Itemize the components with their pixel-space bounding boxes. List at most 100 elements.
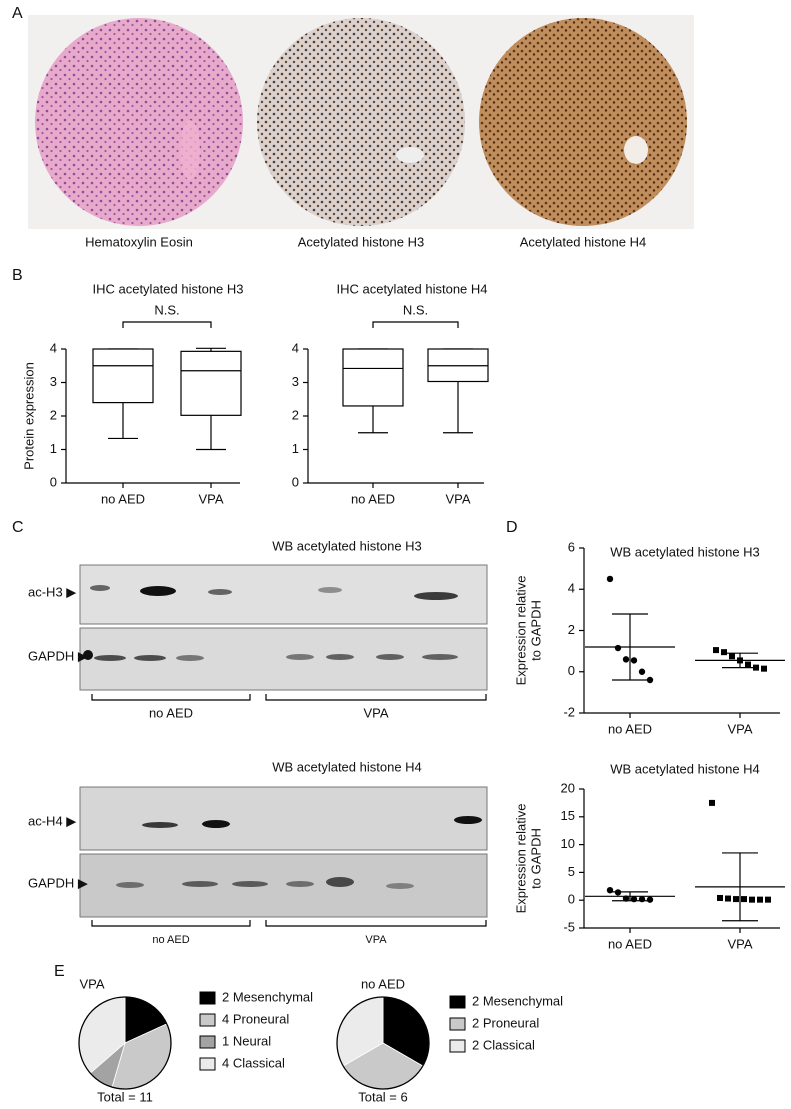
y-axis-label: Protein expression <box>21 362 36 470</box>
blots <box>79 564 488 918</box>
band <box>202 820 230 828</box>
chart-title: WB acetylated histone H4 <box>610 761 760 776</box>
vessel <box>180 120 200 180</box>
point <box>765 896 771 903</box>
legend-label: 4 Proneural <box>222 1011 289 1026</box>
y-tick-label: 0 <box>568 892 575 907</box>
y-tick-label: 2 <box>292 407 299 422</box>
point <box>713 647 719 654</box>
legend-label: 2 Mesenchymal <box>222 989 313 1004</box>
panel-letter: E <box>54 963 65 980</box>
panel-letter: D <box>506 519 518 536</box>
significance-label: N.S. <box>154 302 179 317</box>
y-tick-label: -2 <box>563 704 575 719</box>
point <box>733 896 739 903</box>
blot-row-label: GAPDH ▶ <box>28 875 88 890</box>
band <box>318 587 342 593</box>
x-tick-label: no AED <box>101 491 145 506</box>
point <box>614 644 622 652</box>
band <box>414 592 458 600</box>
legend-swatch <box>449 1017 466 1031</box>
legend-swatch <box>199 1013 216 1027</box>
point <box>622 656 630 663</box>
y-tick-label: 2 <box>568 622 575 637</box>
point <box>721 649 727 656</box>
point <box>745 661 751 668</box>
point <box>646 676 654 684</box>
blot-row-label: ac-H3 ▶ <box>28 584 76 599</box>
y-tick-label: -5 <box>563 919 575 934</box>
legend-swatch <box>199 1035 216 1049</box>
band <box>286 881 314 887</box>
legend-swatch <box>199 991 216 1005</box>
x-tick-label: no AED <box>608 936 652 951</box>
box <box>180 350 242 416</box>
chart-title: IHC acetylated histone H3 <box>92 281 243 296</box>
box <box>92 348 154 404</box>
legend-label: 2 Classical <box>472 1037 535 1052</box>
panel-letter: A <box>12 5 23 22</box>
band <box>232 881 268 887</box>
x-tick-label: VPA <box>198 491 223 506</box>
point <box>757 896 763 903</box>
legend-swatch <box>199 1057 216 1071</box>
band <box>454 816 482 824</box>
pie-outline <box>336 996 430 1090</box>
histology-he <box>35 18 243 226</box>
blot-title: WB acetylated histone H4 <box>272 759 422 774</box>
y-tick-label: 4 <box>50 340 57 355</box>
band <box>286 654 314 660</box>
point <box>638 668 646 675</box>
point <box>606 886 614 894</box>
y-tick-label: 2 <box>50 407 57 422</box>
band <box>208 589 232 595</box>
legend-swatch <box>449 1039 466 1053</box>
blot-title: WB acetylated histone H3 <box>272 538 422 553</box>
group-bracket <box>265 920 487 927</box>
y-tick-label: 3 <box>292 374 299 389</box>
chart-title: WB acetylated histone H3 <box>610 544 760 559</box>
significance-bracket <box>122 321 212 328</box>
histology-h4 <box>479 18 687 226</box>
x-tick-label: VPA <box>445 491 470 506</box>
y-tick-label: 4 <box>568 581 575 596</box>
group-label: VPA <box>365 934 387 946</box>
band <box>182 881 218 887</box>
band <box>326 654 354 660</box>
band <box>376 654 404 660</box>
y-tick-label: 6 <box>568 539 575 554</box>
group-bracket <box>265 694 487 701</box>
band <box>90 585 110 591</box>
group-label: no AED <box>152 934 189 946</box>
y-tick-label: 1 <box>292 441 299 456</box>
band <box>83 650 93 660</box>
point <box>622 895 630 902</box>
image-caption: Acetylated histone H4 <box>520 234 646 249</box>
band <box>422 654 458 660</box>
y-tick-label: 4 <box>292 340 299 355</box>
band <box>140 586 176 596</box>
band <box>326 877 354 887</box>
y-tick-label: 0 <box>50 474 57 489</box>
image-caption: Hematoxylin Eosin <box>85 234 193 249</box>
band <box>116 882 144 888</box>
y-tick-label: 3 <box>50 374 57 389</box>
blot <box>79 853 488 918</box>
blot-row-label: ac-H4 ▶ <box>28 813 76 828</box>
y-tick-label: 10 <box>561 836 575 851</box>
point <box>717 894 723 901</box>
y-tick-label: 15 <box>561 808 575 823</box>
band <box>94 655 126 661</box>
legend-label: 2 Mesenchymal <box>472 993 563 1008</box>
pie-outline <box>78 996 172 1090</box>
band <box>134 655 166 661</box>
band <box>176 655 204 661</box>
significance-label: N.S. <box>403 302 428 317</box>
blot <box>79 786 488 851</box>
point <box>729 653 735 660</box>
band <box>386 883 414 889</box>
vessel <box>396 147 424 163</box>
x-tick-label: no AED <box>351 491 395 506</box>
x-tick-label: no AED <box>608 721 652 736</box>
